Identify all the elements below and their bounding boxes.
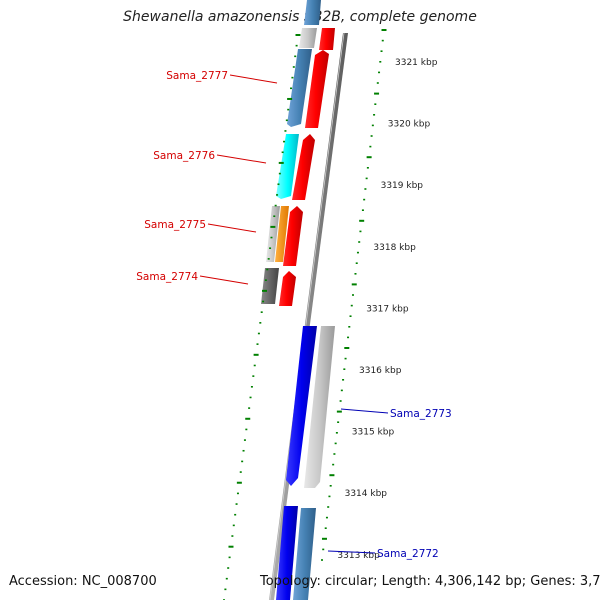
gene-feature[interactable] (261, 268, 279, 304)
scale-label: 3316 kbp (359, 366, 402, 376)
gene-label-leader (216, 154, 267, 164)
scale-label: 3314 kbp (345, 489, 388, 499)
scale-label: 3321 kbp (395, 58, 438, 68)
scale-labels: 3321 kbp 3320 kbp 3319 kbp 3318 kbp 3317 kbp… (337, 58, 437, 561)
outer-tick-ring (321, 29, 387, 561)
gene-feature[interactable] (304, 0, 321, 25)
gene-label-leader (327, 550, 376, 554)
gene-feature-sama-2772[interactable] (293, 508, 316, 600)
accession-label: Accession: NC_008700 (9, 574, 157, 589)
scale-label: 3318 kbp (373, 243, 416, 253)
gene-feature-sama-2776[interactable] (292, 134, 315, 200)
backbone-highlight (269, 32, 345, 600)
gene-feature[interactable] (319, 28, 335, 50)
gene-label-sama-2773[interactable]: Sama_2773 (390, 408, 452, 420)
gene-feature[interactable] (299, 28, 317, 48)
gene-label-leader (229, 74, 278, 84)
genome-summary: Topology: circular; Length: 4,306,142 bp… (260, 574, 600, 589)
gene-feature[interactable] (275, 206, 289, 262)
gene-feature[interactable] (287, 49, 312, 127)
gene-label-sama-2774[interactable]: Sama_2774 (136, 271, 198, 283)
scale-label: 3313 kbp (337, 551, 380, 561)
reverse-strand-genes (261, 0, 335, 600)
map-title: Shewanella amazonensis SB2B, complete ge… (123, 9, 477, 25)
scale-label: 3317 kbp (366, 304, 409, 314)
scale-label: 3315 kbp (352, 428, 395, 438)
gene-feature-sama-2774[interactable] (279, 271, 296, 306)
gene-feature-sama-2775[interactable] (283, 206, 303, 266)
gene-feature[interactable] (304, 326, 335, 488)
gene-label-sama-2777[interactable]: Sama_2777 (166, 70, 228, 82)
gene-feature[interactable] (276, 506, 298, 600)
gene-feature[interactable] (276, 134, 299, 199)
gene-feature-sama-2777[interactable] (305, 50, 329, 128)
scale-label: 3320 kbp (388, 120, 431, 130)
gene-label-leader (199, 275, 249, 285)
inner-tick-ring (223, 34, 301, 600)
gene-label-leader (340, 408, 389, 414)
gene-labels: Sama_2777 Sama_2776 Sama_2775 Sama_2774 Sama… (136, 70, 451, 560)
scale-label: 3319 kbp (381, 181, 424, 191)
gene-label-sama-2772[interactable]: Sama_2772 (377, 548, 439, 560)
gene-label-leader (207, 223, 257, 233)
gene-label-sama-2776[interactable]: Sama_2776 (153, 150, 215, 162)
forward-strand-genes (279, 28, 335, 306)
gene-feature-sama-2773[interactable] (286, 326, 317, 486)
gene-label-sama-2775[interactable]: Sama_2775 (144, 219, 206, 231)
